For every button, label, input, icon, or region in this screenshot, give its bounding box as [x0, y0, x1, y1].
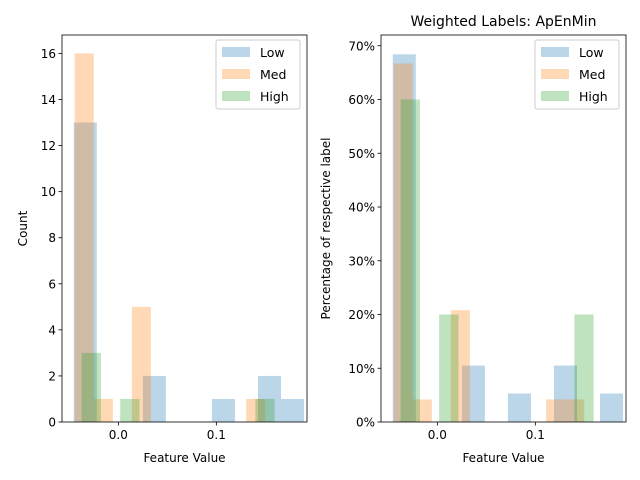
left-x-tick-label: 0.0	[109, 428, 128, 442]
right-x-axis-label: Feature Value	[462, 451, 544, 465]
right-bar-med-0	[393, 63, 413, 423]
right-legend: Low Med High	[534, 39, 620, 110]
right-bar-high-9	[574, 314, 594, 422]
left-y-axis-label: Count	[16, 210, 30, 246]
left-legend-label-med: Med	[260, 67, 286, 82]
left-bar-low-0	[73, 122, 97, 422]
right-y-tick-label: 50%	[348, 147, 375, 161]
right-bar-med-1	[412, 399, 432, 422]
left-bar-high-0	[81, 352, 101, 422]
left-x-axis-label: Feature Value	[143, 451, 225, 465]
left-legend-box	[215, 39, 301, 110]
right-bar-low-5	[507, 393, 531, 422]
left-legend-swatch-med	[222, 69, 250, 79]
right-legend-swatch-med	[541, 69, 569, 79]
right-legend-swatch-low	[541, 47, 569, 57]
right-bar-low-0	[392, 54, 416, 422]
left-plot-frame	[61, 34, 308, 423]
right-bar-low-9	[600, 393, 624, 422]
left-y-tick-label: 6	[48, 277, 56, 291]
right-legend-box	[534, 39, 620, 110]
right-y-tick-label: 10%	[348, 362, 375, 376]
left-legend-swatch-low	[222, 47, 250, 57]
left-legend: Low Med High	[215, 39, 301, 110]
left-legend-swatch-high	[222, 91, 250, 101]
right-y-tick-label: 60%	[348, 93, 375, 107]
left-y-tick-label: 0	[48, 416, 56, 430]
left-y-tick-label: 4	[48, 323, 56, 337]
left-bar-med-0	[74, 53, 94, 423]
right-y-tick-label: 30%	[348, 254, 375, 268]
right-chart-panel: 0% 10% 20% 30% 40% 50% 60% 70% 0.0 0.1 Weighted …	[319, 14, 627, 465]
right-bar-med-9	[565, 399, 585, 422]
right-legend-swatch-high	[541, 91, 569, 101]
left-y-tick-label: 8	[48, 231, 56, 245]
left-x-tick-label: 0.1	[207, 428, 226, 442]
left-y-tick-label: 2	[48, 369, 56, 383]
left-bar-low-6	[211, 398, 235, 422]
right-legend-label-low: Low	[579, 45, 604, 60]
right-x-tick-label: 0.0	[428, 428, 447, 442]
left-y-tick-label: 10	[41, 185, 56, 199]
left-y-tick-label: 14	[41, 93, 56, 107]
right-bar-med-8	[546, 399, 566, 422]
right-bar-low-3	[461, 365, 485, 422]
right-y-tick-label: 40%	[348, 201, 375, 215]
left-bar-high-2	[120, 398, 140, 422]
right-x-tick-label: 0.1	[526, 428, 545, 442]
right-y-axis-label: Percentage of respective label	[319, 138, 333, 320]
left-bar-med-1	[93, 398, 113, 422]
right-y-tick-label: 0%	[356, 416, 375, 430]
left-bar-med-9	[246, 398, 266, 422]
right-legend-label-high: High	[579, 89, 608, 104]
left-bar-high-9	[255, 398, 275, 422]
right-legend-label-med: Med	[579, 67, 605, 82]
left-y-tick-label: 16	[41, 47, 56, 61]
left-bar-low-3	[142, 375, 166, 422]
left-bar-low-8	[258, 375, 282, 422]
right-y-tick-label: 70%	[348, 39, 375, 53]
right-chart-title: Weighted Labels: ApEnMin	[411, 14, 597, 30]
left-bar-med-3	[131, 306, 151, 422]
left-legend-label-low: Low	[260, 45, 285, 60]
right-bar-low-7	[553, 365, 577, 422]
right-plot-frame	[380, 34, 627, 423]
left-bar-low-9	[281, 398, 305, 422]
right-bar-med-3	[450, 310, 470, 422]
left-legend-label-high: High	[260, 89, 289, 104]
right-bar-high-2	[439, 314, 459, 422]
right-y-tick-label: 20%	[348, 308, 375, 322]
left-chart-panel: 0 2 4 6 8 10 12 14 16 0.0 0.1 Feature Value Count…	[16, 34, 308, 465]
left-y-tick-label: 12	[41, 139, 56, 153]
right-bar-high-0	[400, 99, 420, 422]
